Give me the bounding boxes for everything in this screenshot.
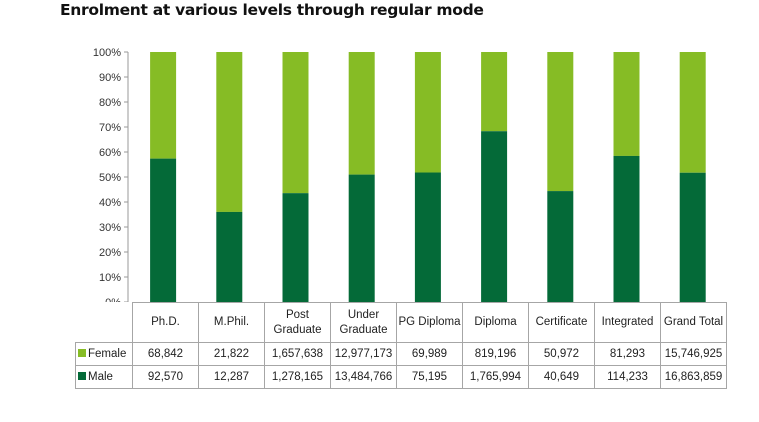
chart-title: Enrolment at various levels through regu… (60, 1, 484, 19)
category-label-line: M.Phil. (213, 316, 250, 328)
data-value: 69,989 (396, 342, 463, 366)
y-tick-label: 50% (99, 172, 121, 184)
data-value: 40,649 (528, 365, 595, 389)
y-tick-label: 40% (99, 197, 121, 209)
bar-female (414, 52, 441, 173)
y-tick-label: 90% (99, 72, 121, 84)
data-value: 12,977,173 (330, 342, 397, 366)
bar-female (216, 52, 243, 212)
category-label: M.Phil. (198, 302, 265, 343)
category-label: Under Graduate (330, 302, 397, 343)
legend-label: Female (88, 348, 127, 360)
legend-entry: Male (75, 365, 133, 389)
bar-male (613, 155, 640, 302)
bar-male (414, 172, 441, 302)
category-label: Ph.D. (132, 302, 199, 343)
bar-female (481, 52, 508, 132)
category-label-line: Integrated (601, 316, 654, 328)
bar-female (679, 52, 706, 173)
legend-entry: Female (75, 342, 133, 366)
category-label-line: Diploma (474, 316, 517, 328)
data-value: 1,278,165 (264, 365, 331, 389)
category-label-line: Under (347, 308, 380, 321)
data-value: 13,484,766 (330, 365, 397, 389)
y-tick-label: 10% (99, 272, 121, 284)
legend-label: Male (88, 371, 113, 383)
y-tick-label: 80% (99, 97, 121, 109)
bar-male (216, 211, 243, 302)
data-value: 81,293 (594, 342, 661, 366)
y-tick-label: 0% (105, 297, 121, 302)
legend-swatch (78, 372, 86, 380)
data-value: 12,287 (198, 365, 265, 389)
bar-female (282, 52, 309, 194)
bar-male (547, 191, 574, 302)
data-value: 15,746,925 (660, 342, 727, 366)
data-value: 92,570 (132, 365, 199, 389)
y-tick-label: 20% (99, 247, 121, 259)
data-value: 75,195 (396, 365, 463, 389)
category-label-line: Graduate (273, 323, 322, 336)
table-header-row: Ph.D. M.Phil. Post Graduate Under Graduate PG … (75, 302, 727, 343)
bar-male (348, 174, 375, 302)
category-label-line: PG Diploma (398, 316, 461, 328)
category-label-line: Graduate (339, 323, 388, 336)
category-label-line: Certificate (535, 316, 588, 328)
category-label-line: Grand Total (663, 316, 724, 328)
bar-female (150, 52, 177, 159)
bar-male (150, 158, 177, 302)
category-label: Post Graduate (264, 302, 331, 343)
table-row-female: Female 68,842 21,822 1,657,638 12,977,173 69,… (75, 342, 727, 366)
data-value: 1,657,638 (264, 342, 331, 366)
data-value: 819,196 (462, 342, 529, 366)
category-label: Diploma (462, 302, 529, 343)
data-value: 1,765,994 (462, 365, 529, 389)
bar-male (282, 193, 309, 302)
data-value: 114,233 (594, 365, 661, 389)
data-table: Ph.D. M.Phil. Post Graduate Under Graduate PG … (75, 302, 727, 389)
y-tick-label: 100% (93, 47, 121, 59)
table-row-male: Male 92,570 12,287 1,278,165 13,484,766 75,19… (75, 365, 727, 389)
category-label: Certificate (528, 302, 595, 343)
y-tick-label: 70% (99, 122, 121, 134)
category-label: PG Diploma (396, 302, 463, 343)
category-label: Grand Total (660, 302, 727, 343)
y-tick-label: 60% (99, 147, 121, 159)
data-value: 16,863,859 (660, 365, 727, 389)
category-label: Integrated (594, 302, 661, 343)
data-value: 21,822 (198, 342, 265, 366)
bar-female (547, 52, 574, 192)
category-label-line: Post (285, 308, 309, 321)
data-value: 68,842 (132, 342, 199, 366)
bar-female (348, 52, 375, 175)
bar-female (613, 52, 640, 156)
table-corner (75, 302, 133, 343)
legend-swatch (78, 349, 86, 357)
category-label-line: Ph.D. (151, 316, 180, 328)
y-tick-label: 30% (99, 222, 121, 234)
bar-male (679, 172, 706, 302)
chart-plot: 0% 10% 20% 30% 40% 50% 60% 70% 80% 90% 100% (93, 47, 706, 302)
bar-male (481, 131, 508, 302)
data-value: 50,972 (528, 342, 595, 366)
